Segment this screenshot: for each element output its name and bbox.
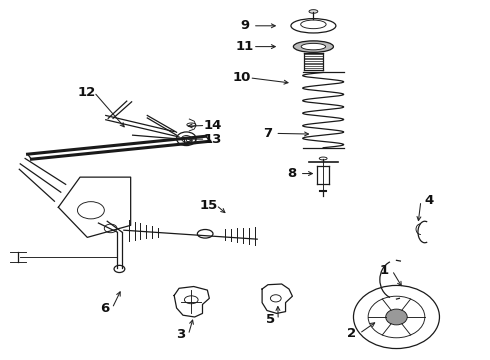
Text: 14: 14 <box>204 119 222 132</box>
Text: 5: 5 <box>266 313 275 327</box>
Text: 9: 9 <box>241 19 249 32</box>
Text: 13: 13 <box>204 132 222 145</box>
Text: 12: 12 <box>77 86 96 99</box>
Text: 2: 2 <box>347 327 356 340</box>
Bar <box>184 137 195 143</box>
Circle shape <box>386 309 407 325</box>
Text: 7: 7 <box>263 127 272 140</box>
Ellipse shape <box>294 41 333 52</box>
Text: 10: 10 <box>232 71 251 84</box>
Text: 8: 8 <box>287 167 296 180</box>
Text: 15: 15 <box>199 199 218 212</box>
Text: 6: 6 <box>99 302 109 315</box>
Text: 1: 1 <box>380 264 389 277</box>
Ellipse shape <box>309 10 318 13</box>
Ellipse shape <box>301 43 326 50</box>
Text: 3: 3 <box>176 328 185 341</box>
Text: 11: 11 <box>236 40 254 53</box>
Text: 4: 4 <box>424 194 433 207</box>
